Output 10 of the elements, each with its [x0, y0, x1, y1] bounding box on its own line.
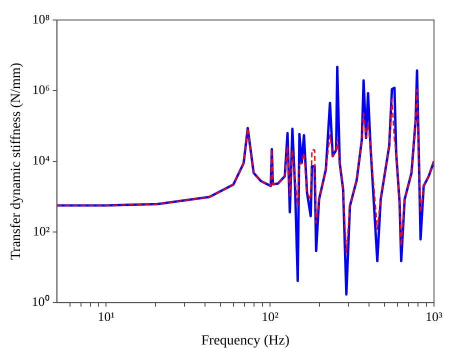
y-tick-label: 10⁰: [32, 294, 50, 310]
y-tick-label: 10²: [32, 223, 50, 238]
x-tick-label: 10²: [262, 308, 279, 324]
y-axis-title: Transfer dynamic stiffness (N/mm): [9, 62, 24, 260]
y-tick-label: 10⁸: [32, 11, 50, 26]
y-tick-label: 10⁴: [32, 152, 50, 168]
y-tick-label: 10⁶: [32, 82, 50, 98]
x-tick-label: 10³: [426, 308, 443, 324]
x-tick-label: 10¹: [98, 308, 115, 324]
x-axis-title: Frequency (Hz): [201, 333, 290, 348]
